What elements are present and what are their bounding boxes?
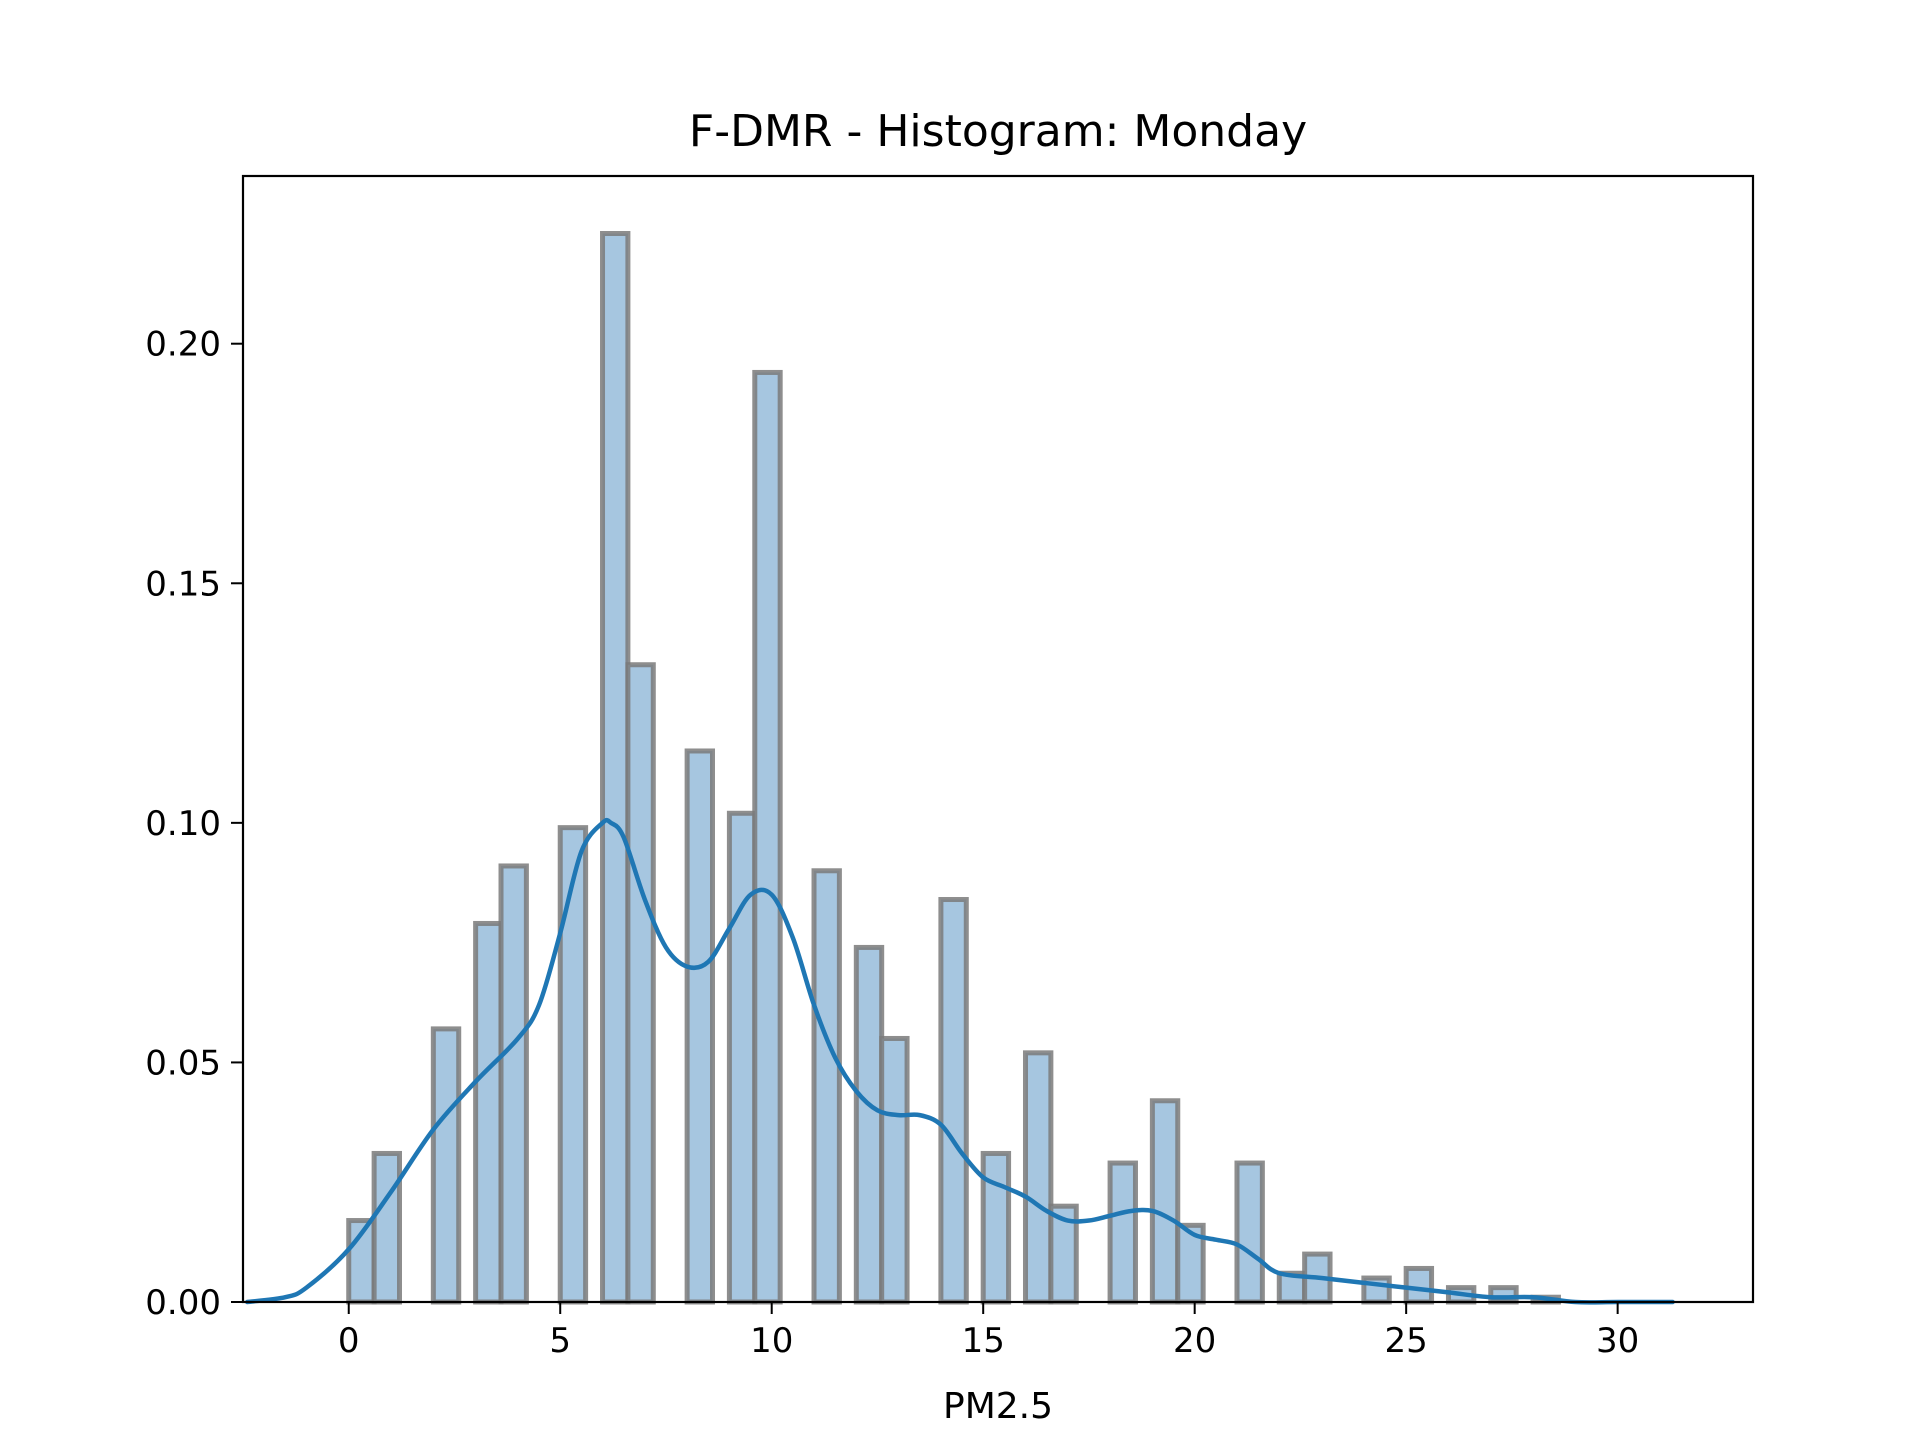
kde-curve [244,817,1675,1305]
x-tick-label: 15 [962,1321,1005,1361]
x-tick-label: 5 [549,1321,571,1361]
histogram-bar-10 [752,369,783,1305]
histogram-bar-19 [1149,1098,1181,1305]
histogram-bar-27 [1488,1285,1519,1305]
histogram-bar-7 [625,662,656,1305]
histogram-bar-25 [1403,1265,1435,1305]
y-tick-label: 0.20 [145,325,221,365]
histogram-bar-11 [811,868,842,1305]
histogram-bar-9 [726,810,758,1305]
y-tick-label: 0.05 [145,1043,221,1083]
histogram-bar-8 [684,748,715,1305]
y-tick-label: 0.00 [145,1283,221,1323]
x-axis-label: PM2.5 [943,1386,1053,1427]
histogram-bar-5 [557,825,589,1305]
histogram-bar-4 [498,863,529,1305]
x-axis-ticks: 0 5 10 15 20 25 30 [338,1302,1639,1361]
histogram-bar-14 [938,897,969,1305]
x-tick-label: 0 [338,1321,360,1361]
histogram-bar-12 [853,944,885,1305]
x-tick-label: 10 [750,1321,793,1361]
chart-title: F-DMR - Histogram: Monday [689,106,1307,157]
histogram-bar-18 [1107,1160,1138,1305]
y-tick-label: 0.10 [145,804,221,844]
histogram-bar-13 [879,1035,910,1305]
x-tick-label: 25 [1385,1321,1428,1361]
y-axis-ticks: 0.00 0.05 0.10 0.15 0.20 [145,325,243,1323]
x-tick-label: 20 [1173,1321,1216,1361]
histogram-bar-2 [430,1026,462,1305]
histogram-bar-3 [473,920,504,1305]
histogram-bar-15 [980,1150,1012,1305]
x-tick-label: 30 [1596,1321,1639,1361]
y-tick-label: 0.15 [145,564,221,604]
histogram-bar-6 [600,231,631,1305]
histogram-bar-1 [371,1150,402,1305]
plot-area-frame [241,174,1755,1304]
histogram-bar-16 [1022,1050,1054,1305]
histogram-bar-21 [1234,1160,1265,1305]
